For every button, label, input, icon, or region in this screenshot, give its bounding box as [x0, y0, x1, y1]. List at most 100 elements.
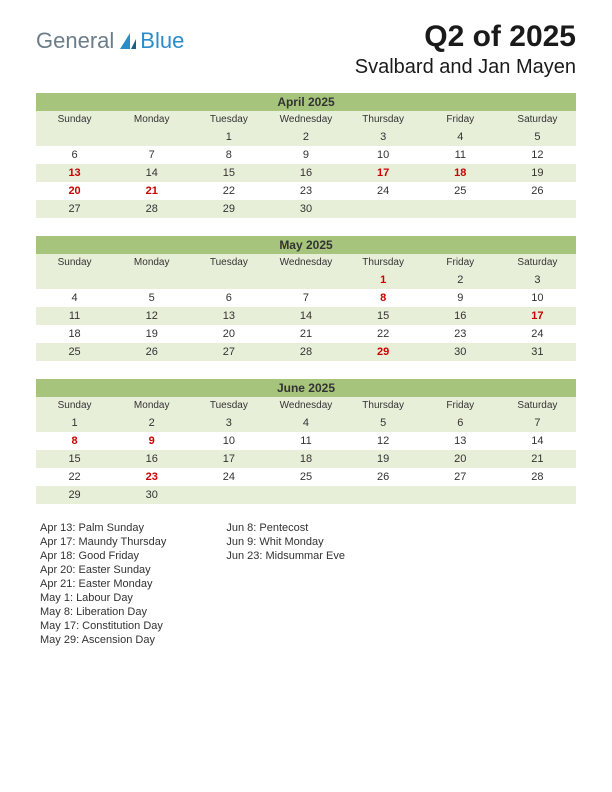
calendar-day: 21 [113, 182, 190, 200]
calendar-day: 22 [190, 182, 267, 200]
calendar-day: 24 [499, 325, 576, 343]
calendar-dayname: Tuesday [190, 111, 267, 128]
logo-sail-icon [118, 31, 138, 51]
calendar-day: 4 [267, 414, 344, 432]
holiday-entry: Apr 18: Good Friday [40, 550, 166, 562]
calendar-day: 19 [113, 325, 190, 343]
title-block: Q2 of 2025 Svalbard and Jan Mayen [355, 20, 576, 79]
calendar-day: 4 [36, 289, 113, 307]
calendar-dayname: Friday [422, 254, 499, 271]
holiday-entry: Jun 8: Pentecost [226, 522, 345, 534]
holidays-list: Apr 13: Palm SundayApr 17: Maundy Thursd… [40, 522, 576, 646]
calendar-day: 23 [267, 182, 344, 200]
calendar-day: 30 [113, 486, 190, 504]
calendar-day: 9 [267, 146, 344, 164]
holiday-entry: May 29: Ascension Day [40, 634, 166, 646]
calendar-day: 6 [36, 146, 113, 164]
calendar-dayname: Tuesday [190, 254, 267, 271]
calendar-day: 25 [36, 343, 113, 361]
calendar-day [190, 486, 267, 504]
calendar-day [345, 486, 422, 504]
calendar-day: 27 [422, 468, 499, 486]
calendar-day: 26 [113, 343, 190, 361]
calendar-day: 14 [267, 307, 344, 325]
calendar-day [422, 200, 499, 218]
calendar-day: 25 [267, 468, 344, 486]
calendar-day: 16 [422, 307, 499, 325]
calendar-day: 2 [422, 271, 499, 289]
calendar-dayname: Saturday [499, 111, 576, 128]
calendar-day: 12 [345, 432, 422, 450]
calendar-day: 10 [499, 289, 576, 307]
calendar-day: 17 [345, 164, 422, 182]
calendar-day [267, 486, 344, 504]
calendar-day: 3 [499, 271, 576, 289]
holiday-entry: May 17: Constitution Day [40, 620, 166, 632]
calendar-day: 8 [190, 146, 267, 164]
calendar-day: 9 [113, 432, 190, 450]
calendar-day: 14 [113, 164, 190, 182]
calendar-title: April 2025 [36, 93, 576, 111]
calendar-dayname: Sunday [36, 254, 113, 271]
calendar-month: April 2025SundayMondayTuesdayWednesdayTh… [36, 93, 576, 218]
holiday-entry: May 1: Labour Day [40, 592, 166, 604]
calendar-day: 29 [190, 200, 267, 218]
calendar-day [36, 271, 113, 289]
calendar-day: 20 [36, 182, 113, 200]
calendar-day: 12 [113, 307, 190, 325]
calendar-day: 20 [422, 450, 499, 468]
calendar-dayname: Saturday [499, 397, 576, 414]
calendar-day [113, 128, 190, 146]
calendar-day: 16 [113, 450, 190, 468]
calendar-dayname: Tuesday [190, 397, 267, 414]
calendar-dayname: Monday [113, 397, 190, 414]
calendar-dayname: Thursday [345, 254, 422, 271]
calendar-day: 26 [345, 468, 422, 486]
calendar-dayname: Sunday [36, 397, 113, 414]
calendar-dayname: Sunday [36, 111, 113, 128]
calendar-day: 27 [36, 200, 113, 218]
calendar-day: 22 [36, 468, 113, 486]
calendar-day: 6 [422, 414, 499, 432]
calendar-day: 26 [499, 182, 576, 200]
calendar-day: 11 [267, 432, 344, 450]
calendar-day: 17 [499, 307, 576, 325]
calendar-day: 27 [190, 343, 267, 361]
calendar-day: 7 [267, 289, 344, 307]
calendar-day [499, 200, 576, 218]
calendar-day [499, 486, 576, 504]
calendar-dayname: Friday [422, 111, 499, 128]
calendar-day: 1 [36, 414, 113, 432]
calendar-day: 15 [345, 307, 422, 325]
calendar-day: 12 [499, 146, 576, 164]
calendar-dayname: Wednesday [267, 397, 344, 414]
header: General Blue Q2 of 2025 Svalbard and Jan… [36, 20, 576, 79]
calendar-day: 18 [422, 164, 499, 182]
calendar-day [113, 271, 190, 289]
calendar-day: 24 [345, 182, 422, 200]
calendar-day: 8 [36, 432, 113, 450]
calendar-day: 7 [113, 146, 190, 164]
calendar-day: 14 [499, 432, 576, 450]
calendar-day: 16 [267, 164, 344, 182]
calendar-day: 6 [190, 289, 267, 307]
calendar-day: 2 [113, 414, 190, 432]
logo-text-2: Blue [140, 28, 184, 54]
calendar-day: 15 [190, 164, 267, 182]
calendar-day: 10 [345, 146, 422, 164]
calendar-day: 7 [499, 414, 576, 432]
calendar-day: 9 [422, 289, 499, 307]
calendar-day: 18 [36, 325, 113, 343]
calendar-day: 28 [267, 343, 344, 361]
calendars-container: April 2025SundayMondayTuesdayWednesdayTh… [36, 93, 576, 504]
holiday-entry: Apr 17: Maundy Thursday [40, 536, 166, 548]
holiday-entry: Jun 23: Midsummar Eve [226, 550, 345, 562]
calendar-dayname: Thursday [345, 397, 422, 414]
calendar-month: June 2025SundayMondayTuesdayWednesdayThu… [36, 379, 576, 504]
calendar-day: 30 [267, 200, 344, 218]
calendar-day: 5 [499, 128, 576, 146]
calendar-day: 15 [36, 450, 113, 468]
calendar-day: 31 [499, 343, 576, 361]
holidays-column-1: Apr 13: Palm SundayApr 17: Maundy Thursd… [40, 522, 166, 646]
holiday-entry: May 8: Liberation Day [40, 606, 166, 618]
